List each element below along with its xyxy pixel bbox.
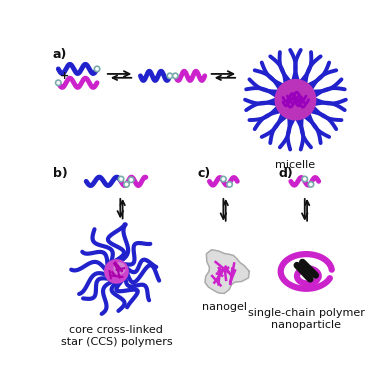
Circle shape: [274, 79, 316, 121]
Text: d): d): [278, 168, 293, 180]
Circle shape: [167, 73, 172, 79]
Text: nanogel: nanogel: [201, 302, 247, 312]
Text: c): c): [198, 168, 211, 180]
Text: single-chain polymer
nanoparticle: single-chain polymer nanoparticle: [248, 308, 365, 330]
Text: b): b): [53, 168, 68, 180]
Circle shape: [129, 177, 134, 183]
Text: +: +: [60, 71, 69, 81]
Text: micelle: micelle: [276, 160, 316, 170]
Circle shape: [56, 80, 61, 86]
Circle shape: [221, 176, 226, 182]
Circle shape: [124, 182, 129, 187]
Text: core cross-linked
star (CCS) polymers: core cross-linked star (CCS) polymers: [61, 325, 172, 347]
Circle shape: [94, 66, 100, 72]
Circle shape: [227, 182, 232, 187]
Circle shape: [172, 73, 178, 79]
Circle shape: [104, 259, 129, 284]
Circle shape: [302, 176, 307, 182]
Circle shape: [308, 182, 314, 187]
Circle shape: [118, 176, 124, 182]
Polygon shape: [205, 250, 249, 293]
Text: a): a): [53, 48, 67, 61]
Circle shape: [113, 262, 126, 275]
